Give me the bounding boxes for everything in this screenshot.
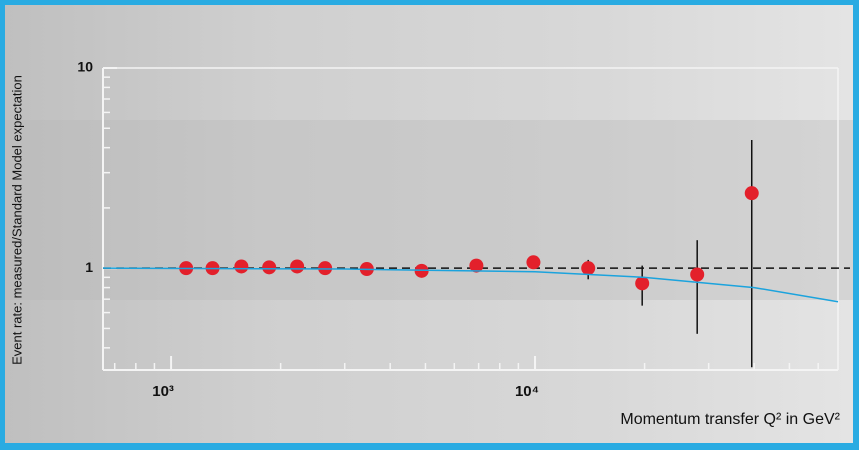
data-point [318,261,333,276]
y-axis-label: Event rate: measured/Standard Model expe… [9,75,24,365]
data-point [290,259,305,274]
data-point [469,258,484,273]
data-point [234,259,249,274]
data-point [581,261,596,276]
data-point [262,260,277,275]
data-point [526,255,541,270]
photo-shadow [5,120,853,300]
y-tick-label: 1 [85,259,93,275]
model-curve [102,267,839,303]
x-tick-label: 10³ [152,383,174,400]
x-axis-label: Momentum transfer Q² in GeV² [620,411,840,428]
data-point [744,186,759,201]
y-tick-label: 10 [77,59,93,75]
data-point [635,276,650,291]
x-tick-label: 10⁴ [515,383,539,400]
data-point [690,267,705,282]
